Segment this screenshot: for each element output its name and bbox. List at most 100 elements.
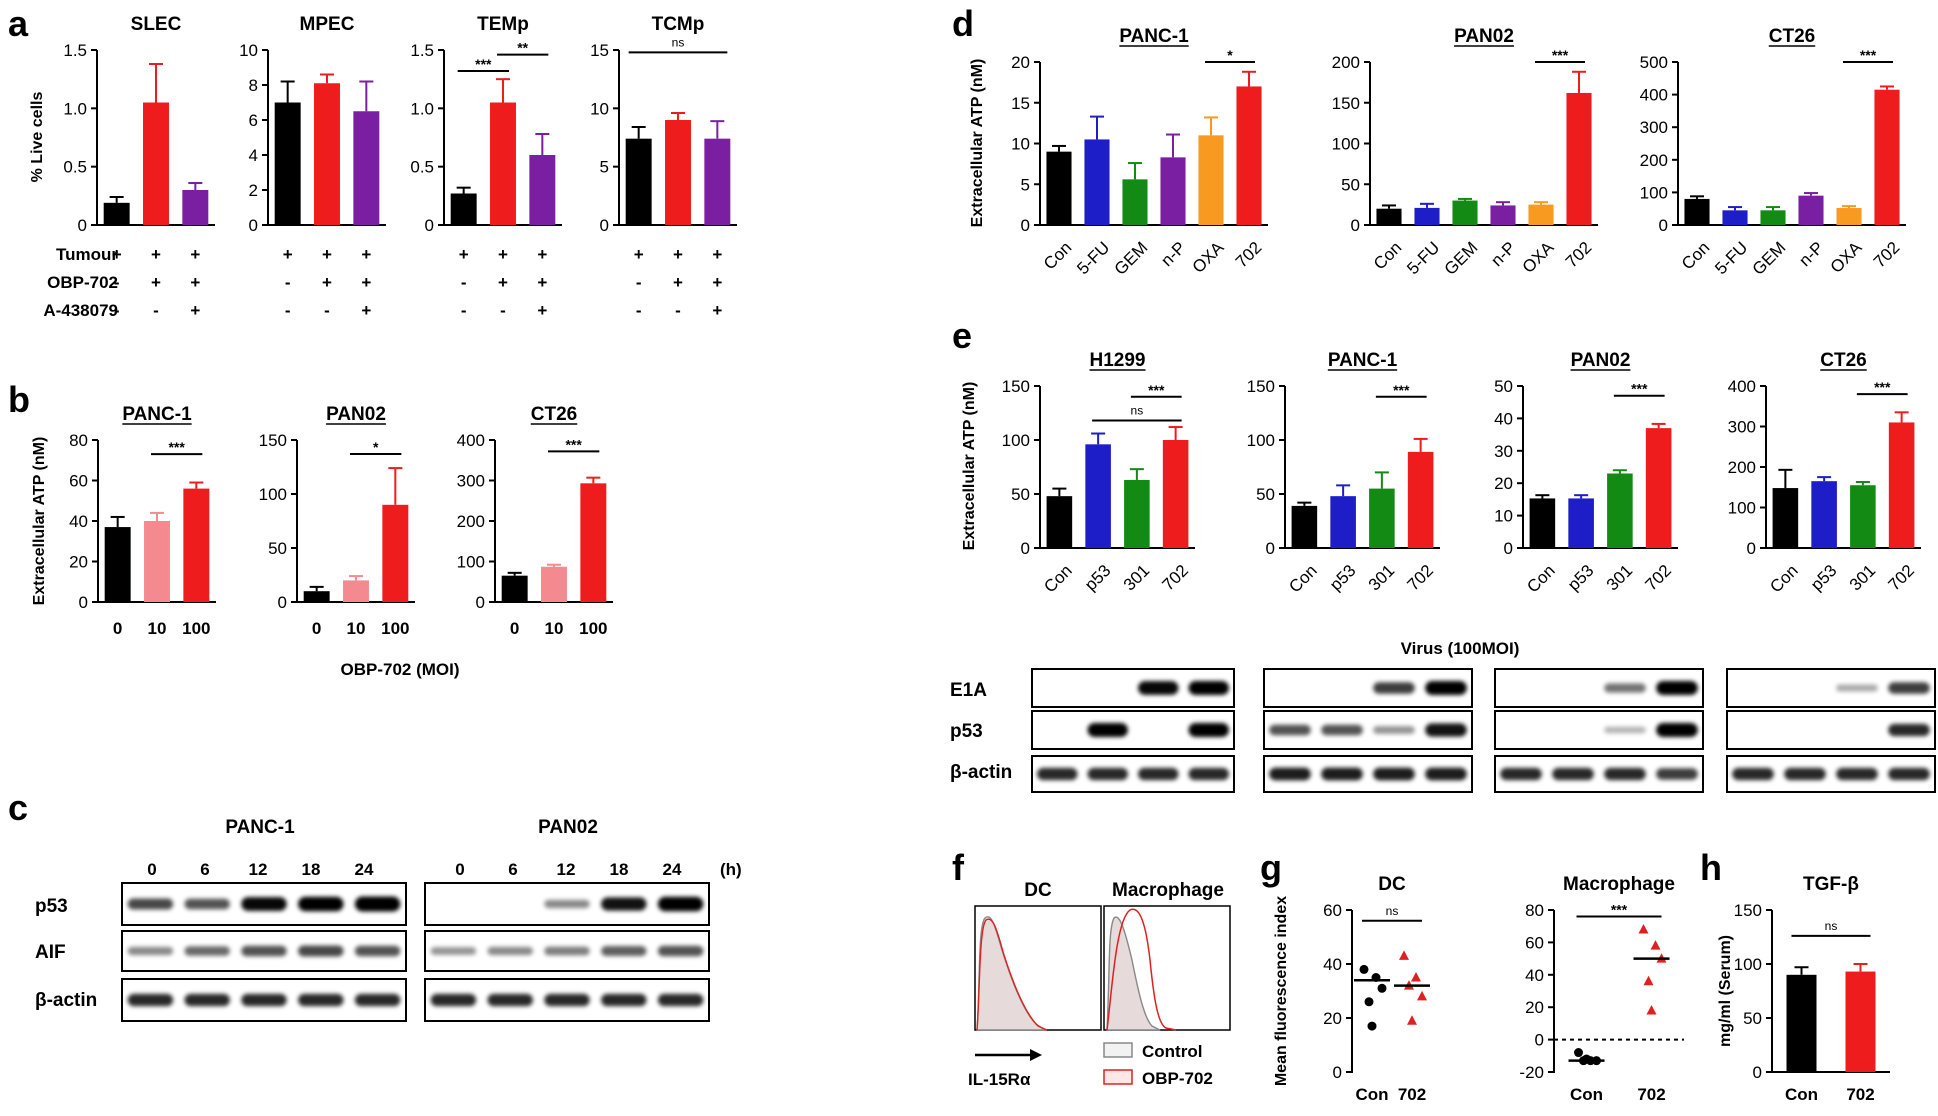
timepoint-label: 24: [355, 860, 374, 879]
virus-label: Virus (100MOI): [1401, 639, 1520, 658]
data-point: [1377, 983, 1387, 993]
y-tick-label: 50: [1743, 1009, 1762, 1028]
x-tick-label: Con: [1785, 1085, 1818, 1104]
x-tick-label: p53: [1564, 561, 1597, 594]
blot-band: [1037, 767, 1078, 781]
bar: [353, 111, 380, 225]
hours-unit: (h): [720, 860, 742, 879]
data-point: [1407, 1015, 1417, 1025]
chart-d1: PANC-1 0 5 10 15 20 Extracellular ATP (nM) Con5…: [969, 26, 1268, 279]
treatment-sign: -: [324, 301, 330, 320]
x-tick-label: 10: [545, 619, 564, 638]
significance-label: ***: [1148, 382, 1165, 398]
panel-c-western-blots: PANC-1 PAN02 0 6 12 18 24 0 6 12 18 24 (…: [35, 817, 742, 1022]
data-point: [1364, 997, 1374, 1007]
blot-band: [184, 898, 230, 910]
bar: [1490, 205, 1516, 225]
treatment-sign: +: [322, 273, 332, 292]
blot-band: [241, 945, 287, 957]
bar: [144, 521, 170, 602]
treatment-sign: +: [673, 245, 683, 264]
chart-e2: PANC-1 0 50 100 150 Con p53 301 702 ***: [1247, 350, 1440, 596]
chart-e1: H1299 0 50 100 150 Extracellular ATP (nM) Con p…: [961, 350, 1195, 596]
bar: [1376, 208, 1402, 225]
bar: [1798, 195, 1824, 225]
blot-strip: [1263, 668, 1473, 708]
x-tick-label: 0: [510, 619, 519, 638]
chart-title: DC: [1378, 874, 1406, 895]
y-tick-label: 50: [1494, 377, 1513, 396]
timepoint-label: 12: [249, 860, 268, 879]
bar: [143, 102, 169, 225]
x-tick-label: 702: [1404, 561, 1437, 594]
bar: [314, 83, 340, 225]
y-tick-label: 40: [1525, 966, 1544, 985]
timepoint-label: 18: [610, 860, 629, 879]
blot-band: [487, 946, 533, 956]
blot-band: [487, 993, 533, 1007]
x-tick-label: p53: [1081, 561, 1114, 594]
y-tick-label: 100: [457, 553, 485, 572]
hist-title-macrophage: Macrophage: [1112, 880, 1224, 901]
chart-title: PANC-1: [1328, 350, 1398, 371]
y-tick-label: 10: [239, 41, 258, 60]
bar: [1046, 496, 1073, 548]
blot-band: [1836, 767, 1878, 781]
y-tick-label: 300: [1728, 418, 1756, 437]
treatment-sign: +: [190, 245, 200, 264]
blot-strip: [121, 882, 407, 926]
blot-c-title-pan02: PAN02: [538, 817, 598, 838]
blot-c-title-panc1: PANC-1: [225, 817, 295, 838]
blot-row-label: p53: [950, 721, 983, 742]
blot-strip: [424, 978, 710, 1022]
bar: [1160, 157, 1186, 225]
y-tick-label: 5: [600, 158, 609, 177]
data-point: [1582, 1054, 1591, 1064]
x-tick-label: n-P: [1795, 238, 1827, 270]
data-point: [1411, 972, 1421, 982]
x-tick-label: 702: [1398, 1085, 1426, 1104]
blot-band: [354, 896, 401, 912]
chart-title: H1299: [1090, 350, 1146, 371]
x-tick-label: 100: [579, 619, 607, 638]
panel-label-b: b: [8, 379, 30, 420]
treatment-sign: -: [114, 273, 120, 292]
x-tick-label: Con: [1523, 561, 1558, 596]
x-tick-label: Con: [1355, 1085, 1388, 1104]
y-tick-label: 0: [1753, 1063, 1762, 1082]
bar: [1722, 210, 1748, 225]
bar: [1198, 135, 1224, 225]
chart-title: Macrophage: [1563, 874, 1675, 895]
y-tick-label: 40: [1494, 409, 1513, 428]
bar: [1845, 971, 1876, 1072]
bar: [1568, 498, 1594, 548]
blot-band: [127, 898, 174, 910]
chart-title: MPEC: [300, 14, 355, 35]
y-tick-label: 300: [457, 472, 485, 491]
significance-label: ***: [565, 436, 582, 452]
data-point: [1574, 1048, 1583, 1058]
blot-band: [184, 946, 230, 956]
x-tick-label: Con: [1766, 561, 1801, 596]
bar: [529, 155, 556, 225]
y-tick-label: 150: [1002, 377, 1030, 396]
bar: [1645, 428, 1672, 548]
y-tick-label: 100: [1247, 431, 1275, 450]
y-tick-label: 200: [1640, 151, 1668, 170]
blot-band: [657, 993, 704, 1007]
y-tick-label: 60: [69, 472, 88, 491]
y-tick-label: 0: [1021, 539, 1030, 558]
blot-band: [298, 896, 344, 912]
bar: [450, 193, 477, 225]
y-tick-label: 8: [249, 76, 258, 95]
blot-band: [1269, 724, 1311, 736]
legend-swatch-control: [1103, 1042, 1133, 1058]
bar: [1122, 179, 1148, 225]
x-tick-label: 301: [1120, 561, 1153, 594]
y-axis-label: Extracellular ATP (nM): [961, 382, 978, 551]
chart-title: TCMp: [652, 14, 705, 35]
y-tick-label: 0: [249, 216, 258, 235]
y-axis-label: Extracellular ATP (nM): [969, 59, 986, 228]
chart-title: PANC-1: [122, 404, 192, 425]
